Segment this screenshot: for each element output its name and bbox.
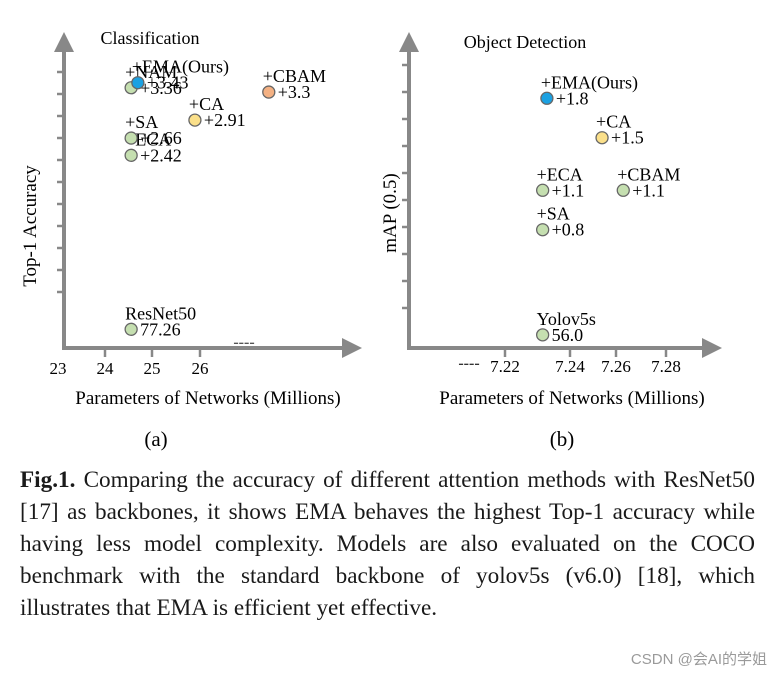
x-tick-label: 26 <box>192 359 209 378</box>
scatter-point <box>536 223 550 237</box>
point-name-label: Yolov5s <box>537 309 596 329</box>
scatter-point-group: +1.1+CBAM <box>616 164 680 200</box>
x-tick-label: 25 <box>144 359 161 378</box>
scatter-point-group: +3.3+CBAM <box>262 66 326 102</box>
scatter-point-group: +2.91+CA <box>188 94 246 130</box>
scatter-point <box>595 131 609 145</box>
scatter-point <box>188 113 202 127</box>
chart-a-y-arrow <box>54 32 74 52</box>
chart-a-xlabel: Parameters of Networks (Millions) <box>75 388 340 409</box>
chart-a-y-ticks <box>57 48 66 294</box>
point-value-label: +2.91 <box>204 110 246 130</box>
point-name-label: +ECA <box>125 129 171 149</box>
chart-b-panel-label: (b) <box>550 427 575 451</box>
point-name-label: +CBAM <box>617 164 680 184</box>
x-tick-label: 7.22 <box>490 357 520 376</box>
scatter-point <box>124 131 138 145</box>
point-name-label: +CA <box>596 112 631 132</box>
point-value-label: +1.1 <box>552 180 585 200</box>
chart-b-x-break: ---- <box>458 355 479 372</box>
chart-b-x-arrow <box>702 338 722 358</box>
chart-b-y-arrow <box>399 32 419 52</box>
point-value-label: +1.8 <box>556 88 589 108</box>
figure: Classification 23 24 25 26 ---- 77.26ResNet… <box>20 28 722 451</box>
scatter-point-group: +1.8+EMA(Ours) <box>540 72 638 108</box>
scatter-point-group: +2.42+ECA <box>124 129 182 165</box>
scatter-point <box>540 91 554 105</box>
point-name-label: +ECA <box>537 164 583 184</box>
scatter-point <box>124 148 138 162</box>
point-value-label: +1.5 <box>611 128 644 148</box>
chart-a-x-ticks: 23 24 25 26 <box>50 348 209 378</box>
scatter-point <box>536 183 550 197</box>
watermark: CSDN @会AI的学姐 <box>630 651 767 668</box>
scatter-point <box>262 85 276 99</box>
point-name-label: +CA <box>189 94 224 114</box>
chart-a-title: Classification <box>101 28 200 48</box>
point-name-label: +CBAM <box>263 66 326 86</box>
chart-b-y-ticks <box>402 63 411 310</box>
chart-a-panel-label: (a) <box>144 427 167 451</box>
x-tick-label: 23 <box>50 359 67 378</box>
chart-b-title: Object Detection <box>464 32 586 52</box>
scatter-point <box>124 322 138 336</box>
point-name-label: +EMA(Ours) <box>132 57 229 78</box>
chart-b-xlabel: Parameters of Networks (Millions) <box>439 388 704 409</box>
point-value-label: 77.26 <box>140 319 181 339</box>
point-value-label: +2.42 <box>140 145 182 165</box>
x-tick-label: 24 <box>97 359 115 378</box>
scatter-point <box>616 183 630 197</box>
point-name-label: ResNet50 <box>125 303 196 323</box>
point-name-label: +EMA(Ours) <box>541 72 638 93</box>
chart-b-x-ticks: 7.22 7.24 7.26 7.28 <box>490 348 681 376</box>
x-tick-label: 7.28 <box>651 357 681 376</box>
chart-a: Classification 23 24 25 26 ---- 77.26ResNet… <box>20 28 362 451</box>
chart-a-x-arrow <box>342 338 362 358</box>
scatter-point-group: +0.8+SA <box>536 204 585 240</box>
chart-b-points: 56.0Yolov5s+0.8+SA+1.1+ECA+1.1+CBAM+1.5+… <box>536 72 680 345</box>
point-value-label: +1.1 <box>632 180 665 200</box>
point-value-label: +3.43 <box>147 73 189 93</box>
scatter-point <box>536 328 550 342</box>
caption-text: Comparing the accuracy of different atte… <box>20 467 756 621</box>
point-value-label: +3.36 <box>140 78 182 98</box>
scatter-point <box>131 76 145 90</box>
point-value-label: 56.0 <box>552 325 584 345</box>
x-tick-label: 7.26 <box>601 357 631 376</box>
scatter-point-group: +2.66+SA <box>124 112 182 148</box>
caption-label: Fig.1. <box>20 467 76 493</box>
point-name-label: +SA <box>125 112 158 132</box>
scatter-point-group: +3.43+EMA(Ours) <box>131 57 229 93</box>
point-value-label: +3.3 <box>278 82 311 102</box>
point-value-label: +0.8 <box>552 220 585 240</box>
point-value-label: +2.66 <box>140 128 182 148</box>
x-tick-label: 7.24 <box>555 357 585 376</box>
scatter-point-group: +1.5+CA <box>595 112 644 148</box>
chart-a-ylabel: Top-1 Accuracy <box>20 165 41 287</box>
chart-a-x-break: ---- <box>233 334 254 351</box>
figure-caption: Fig.1. Comparing the accuracy of differe… <box>20 464 755 624</box>
chart-b-ylabel: mAP (0.5) <box>380 173 401 253</box>
point-name-label: +SA <box>537 204 570 224</box>
scatter-point-group: +1.1+ECA <box>536 164 585 200</box>
chart-b: Object Detection 7.22 7.24 7.26 7.28 ---- 5… <box>380 32 722 451</box>
